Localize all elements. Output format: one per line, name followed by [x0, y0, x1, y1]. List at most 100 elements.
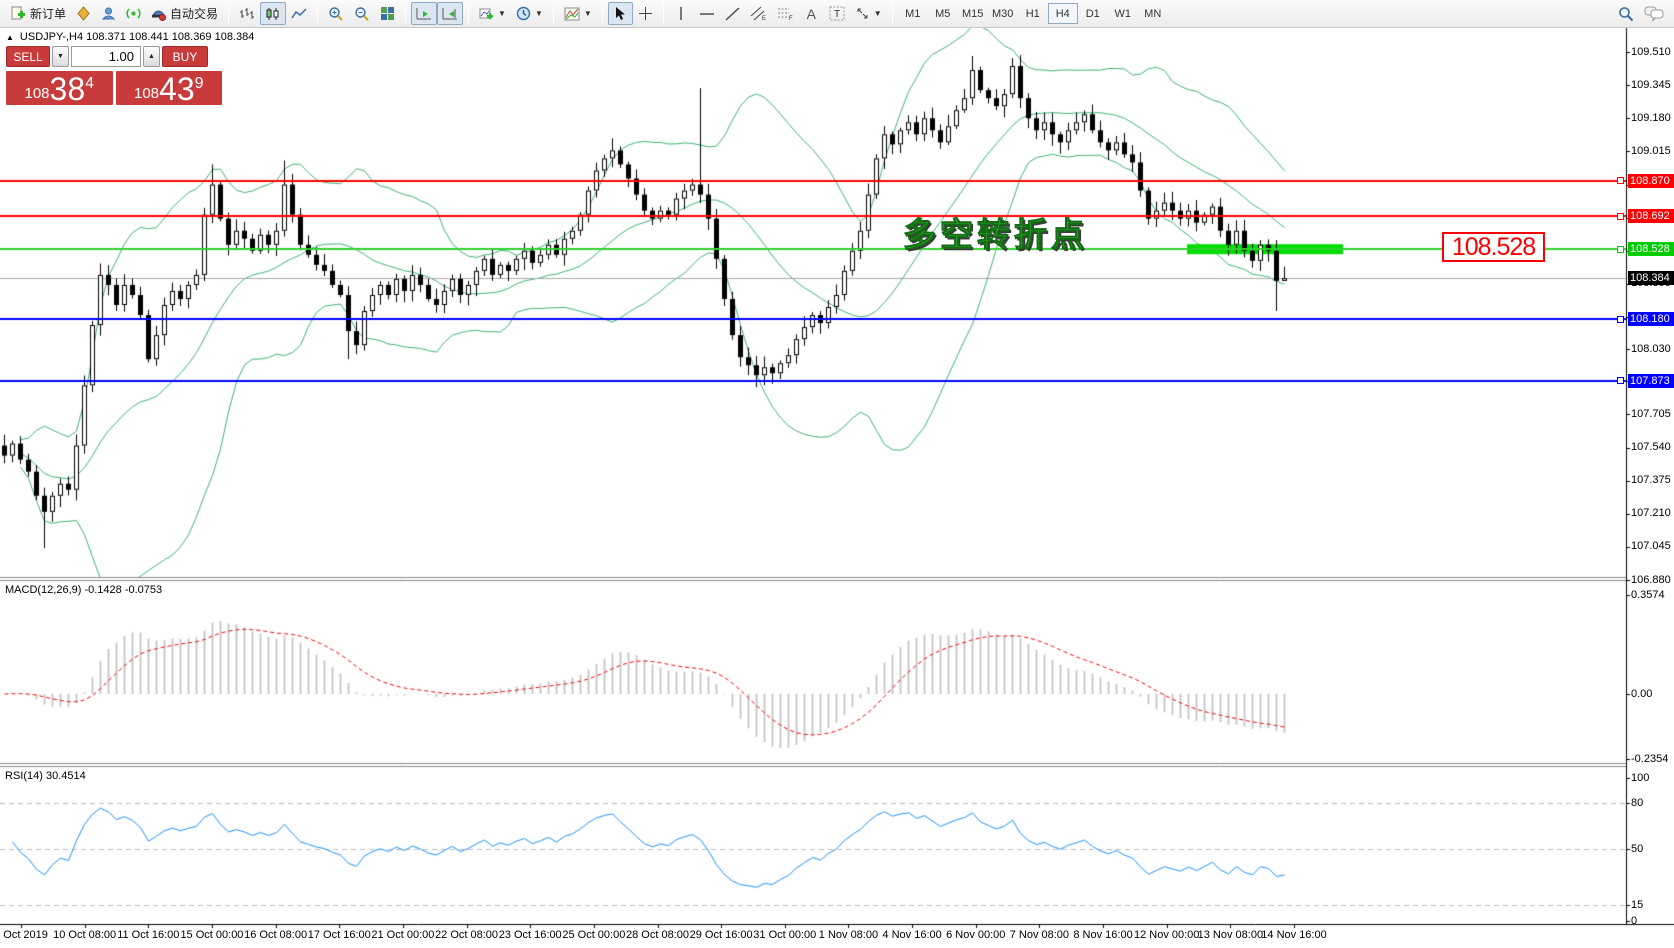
- svg-text:F: F: [789, 16, 793, 21]
- new-order-label: 新订单: [30, 7, 67, 21]
- text-label-icon: T: [829, 6, 845, 21]
- trade-panel-controls: SELL ▼ ▲ BUY: [6, 46, 222, 67]
- zoom-in-button[interactable]: [323, 2, 349, 25]
- chart-text-annotation[interactable]: 多空转折点: [903, 216, 1088, 254]
- price-callout-box[interactable]: 108.528: [1442, 232, 1545, 262]
- new-order-icon: [11, 6, 25, 20]
- buy-button[interactable]: BUY: [162, 46, 208, 67]
- profiles-clock-icon: [516, 6, 531, 21]
- text-tool[interactable]: A: [799, 2, 824, 25]
- timeframe-w1[interactable]: W1: [1114, 7, 1131, 20]
- dropdown-caret-icon: ▼: [534, 9, 543, 18]
- volume-input[interactable]: [71, 46, 141, 67]
- tile-windows-icon: [381, 7, 395, 20]
- volume-decrease-button[interactable]: ▼: [52, 46, 69, 67]
- cursor-tool-button[interactable]: [607, 2, 633, 25]
- timeframe-mn[interactable]: MN: [1144, 7, 1162, 20]
- toolbar-separator: [552, 3, 554, 24]
- dropdown-caret-icon: ▼: [873, 9, 882, 18]
- bid-prefix: 108: [24, 85, 50, 102]
- community-button[interactable]: [96, 2, 121, 25]
- line-chart-button[interactable]: [286, 2, 312, 25]
- auto-scroll-icon: [416, 7, 432, 19]
- new-chart-dropdown[interactable]: ▼: [474, 2, 511, 25]
- volume-increase-button[interactable]: ▲: [143, 46, 160, 67]
- indicators-dropdown[interactable]: ▼: [559, 2, 597, 25]
- main-toolbar: 新订单 自动交易: [0, 0, 1674, 28]
- timeframe-h4[interactable]: H4: [1047, 3, 1078, 24]
- chart-shift-button[interactable]: [437, 2, 464, 25]
- bar-chart-icon: [240, 7, 255, 19]
- auto-scroll-button[interactable]: [411, 2, 438, 25]
- timeframe-m1[interactable]: M1: [905, 7, 921, 20]
- candlestick-chart-button[interactable]: [260, 2, 287, 25]
- text-label-tool[interactable]: T: [824, 2, 850, 25]
- timeframe-d1[interactable]: D1: [1085, 7, 1100, 20]
- symbol-ohlc-text: USDJPY-,H4 108.371 108.441 108.369 108.3…: [19, 31, 255, 43]
- toolbar-right-group: [1618, 6, 1668, 22]
- rsi-indicator-label: RSI(14) 30.4514: [5, 770, 86, 782]
- dropdown-caret-icon: ▼: [583, 9, 592, 18]
- toolbar-separator: [662, 3, 664, 24]
- line-chart-icon: [291, 7, 307, 18]
- fibonacci-icon: F: [777, 8, 793, 21]
- channel-icon: E: [750, 6, 766, 21]
- toolbar-separator: [405, 3, 407, 24]
- bid-quote-box[interactable]: 108 38 4: [6, 71, 113, 105]
- timeframe-m30[interactable]: M30: [992, 7, 1014, 20]
- vertical-line-icon: [680, 7, 682, 20]
- fibonacci-tool[interactable]: F: [772, 2, 799, 25]
- crosshair-tool-button[interactable]: [633, 2, 658, 25]
- macd-indicator-label: MACD(12,26,9) -0.1428 -0.0753: [5, 584, 163, 596]
- bid-main-digits: 38: [49, 70, 86, 107]
- bar-chart-button[interactable]: [234, 2, 260, 25]
- toolbar-separator: [468, 3, 470, 24]
- timeframe-m15[interactable]: M15: [962, 7, 984, 20]
- toolbar-separator: [601, 3, 603, 24]
- person-icon: [101, 7, 116, 20]
- sell-button[interactable]: SELL: [6, 46, 50, 67]
- toolbar-separator: [317, 3, 319, 24]
- auto-trading-button[interactable]: 自动交易: [146, 2, 223, 25]
- dropdown-caret-icon: ▼: [498, 9, 506, 18]
- signals-button[interactable]: [121, 2, 146, 25]
- ask-pip-digit: 9: [194, 75, 204, 92]
- signals-icon: [126, 8, 141, 19]
- zoom-out-button[interactable]: [349, 2, 375, 25]
- equidistant-channel-tool[interactable]: E: [745, 2, 772, 25]
- svg-text:E: E: [762, 16, 766, 21]
- vertical-line-tool[interactable]: [669, 2, 694, 25]
- crosshair-icon: [638, 7, 652, 20]
- candlestick-icon: [266, 7, 279, 20]
- trendline-tool[interactable]: [720, 2, 745, 25]
- toolbar-separator: [891, 3, 893, 24]
- zoom-out-icon: [355, 6, 369, 21]
- timeframe-h1[interactable]: H1: [1025, 7, 1040, 20]
- horizontal-line-tool[interactable]: [694, 2, 720, 25]
- toolbar-separator: [228, 3, 230, 24]
- trendline-icon: [725, 6, 740, 21]
- symbol-info-bar[interactable]: ▲ USDJPY-,H4 108.371 108.441 108.369 108…: [6, 31, 254, 43]
- ask-prefix: 108: [133, 85, 160, 102]
- tile-windows-button[interactable]: [375, 2, 400, 25]
- indicators-icon: [564, 7, 580, 20]
- svg-text:T: T: [834, 9, 840, 20]
- profiles-dropdown[interactable]: ▼: [511, 2, 548, 25]
- collapse-arrow-icon[interactable]: ▲: [6, 32, 14, 42]
- ask-quote-box[interactable]: 108 43 9: [115, 71, 222, 105]
- auto-trading-label: 自动交易: [170, 7, 219, 21]
- zoom-in-icon: [329, 6, 343, 21]
- metaeditor-button[interactable]: [71, 2, 96, 25]
- new-chart-icon: [479, 8, 494, 19]
- search-icon[interactable]: [1618, 6, 1634, 22]
- new-order-button[interactable]: 新订单: [6, 2, 71, 25]
- timeframe-m5[interactable]: M5: [935, 7, 951, 20]
- chat-icon[interactable]: [1644, 6, 1664, 21]
- bid-pip-digit: 4: [85, 75, 95, 92]
- horizontal-line-icon: [699, 12, 714, 15]
- arrows-dropdown[interactable]: ▼: [850, 2, 887, 25]
- auto-trading-icon: [152, 10, 167, 21]
- trade-panel-quotes: 108 38 4 108 43 9: [6, 71, 222, 105]
